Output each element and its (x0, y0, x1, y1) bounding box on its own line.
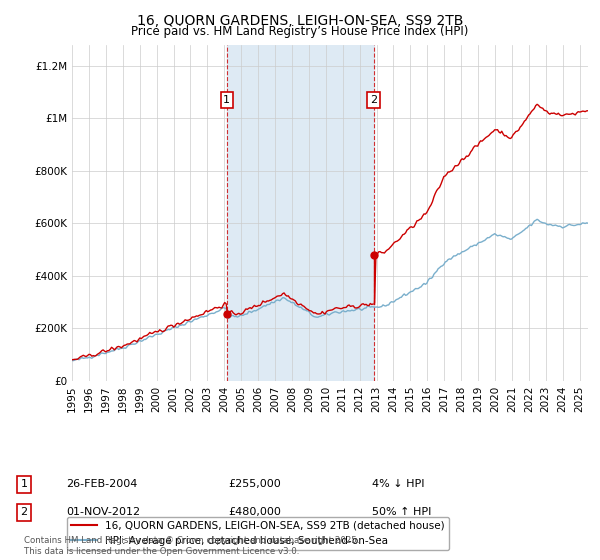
Text: 2: 2 (20, 507, 28, 517)
Text: £480,000: £480,000 (228, 507, 281, 517)
Text: Contains HM Land Registry data © Crown copyright and database right 2025.
This d: Contains HM Land Registry data © Crown c… (24, 536, 359, 556)
Text: 4% ↓ HPI: 4% ↓ HPI (372, 479, 425, 489)
Bar (227, 45, 374, 381)
Text: 1: 1 (223, 95, 230, 105)
Text: 50% ↑ HPI: 50% ↑ HPI (372, 507, 431, 517)
Text: 2: 2 (370, 95, 377, 105)
Text: £255,000: £255,000 (228, 479, 281, 489)
Legend: 16, QUORN GARDENS, LEIGH-ON-SEA, SS9 2TB (detached house), HPI: Average price, d: 16, QUORN GARDENS, LEIGH-ON-SEA, SS9 2TB… (67, 517, 449, 550)
Text: 1: 1 (20, 479, 28, 489)
Text: 01-NOV-2012: 01-NOV-2012 (66, 507, 140, 517)
Text: Price paid vs. HM Land Registry’s House Price Index (HPI): Price paid vs. HM Land Registry’s House … (131, 25, 469, 38)
Text: 16, QUORN GARDENS, LEIGH-ON-SEA, SS9 2TB: 16, QUORN GARDENS, LEIGH-ON-SEA, SS9 2TB (137, 14, 463, 28)
Text: 26-FEB-2004: 26-FEB-2004 (66, 479, 137, 489)
